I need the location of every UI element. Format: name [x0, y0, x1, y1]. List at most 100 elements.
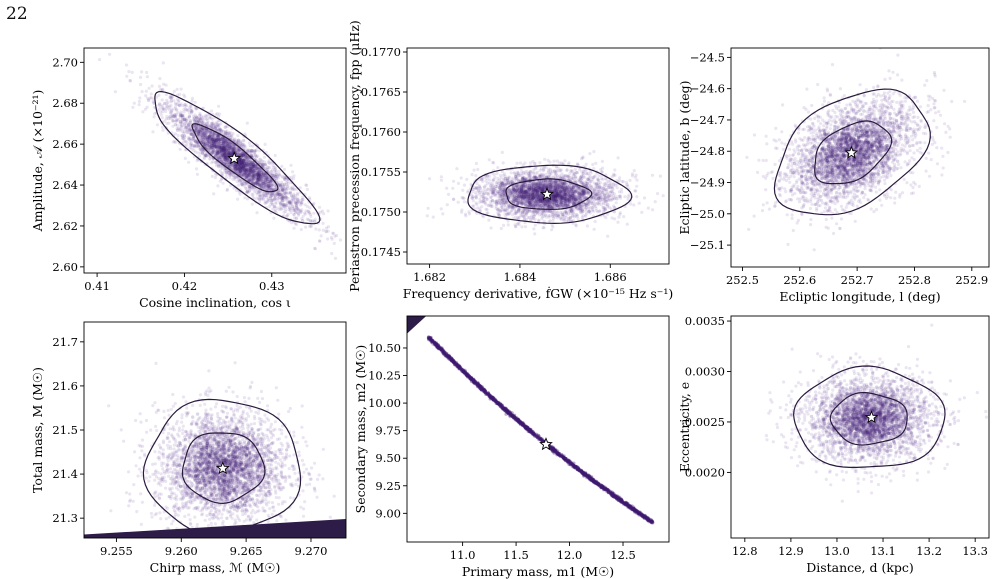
sample-point [265, 201, 269, 205]
sample-point [170, 113, 174, 117]
sample-point [219, 128, 223, 132]
sample-point [223, 137, 227, 141]
sample-point [287, 191, 291, 195]
sample-point [228, 173, 232, 177]
sample-point [240, 165, 244, 169]
sample-point [210, 142, 214, 146]
sample-point [441, 212, 445, 216]
sample-point [484, 183, 488, 187]
sample-point [263, 180, 267, 184]
sample-point [194, 126, 198, 130]
sample-point [255, 172, 260, 176]
sample-point [194, 124, 199, 129]
sample-point [164, 92, 168, 97]
sample-point [172, 99, 176, 103]
sample-point [229, 163, 233, 167]
sample-point [178, 112, 183, 116]
sample-point [255, 183, 259, 187]
sample-point [245, 191, 249, 195]
sample-point [239, 161, 243, 166]
sample-point [225, 158, 229, 162]
sample-point [258, 197, 262, 202]
sample-point [256, 176, 260, 180]
sample-point [210, 137, 215, 141]
sample-point [291, 194, 295, 199]
sample-point [207, 136, 211, 140]
sample-point [267, 176, 271, 180]
sample-point [241, 163, 245, 167]
sample-point [223, 139, 228, 143]
sample-point [235, 146, 239, 150]
sample-point [212, 142, 216, 147]
sample-point [253, 153, 258, 157]
sample-point [250, 170, 255, 175]
sample-point [291, 198, 296, 202]
sample-point [190, 96, 195, 100]
sample-point [294, 203, 298, 207]
sample-point [268, 204, 272, 209]
sample-point [280, 198, 284, 203]
sample-point [151, 130, 155, 134]
sample-point [208, 133, 212, 137]
sample-point [205, 154, 209, 158]
sample-point [270, 198, 274, 203]
sample-point [227, 143, 231, 147]
sample-point [226, 124, 230, 129]
sample-point [271, 188, 276, 192]
y-tick-label: 2.70 [52, 55, 78, 69]
sample-point [215, 133, 219, 137]
sample-point [240, 167, 244, 171]
sample-point [247, 168, 251, 172]
sample-point [281, 182, 285, 186]
sample-point [222, 148, 226, 152]
sample-point [167, 121, 171, 125]
sample-point [113, 90, 117, 94]
sample-point [277, 193, 281, 197]
sample-point [236, 134, 240, 138]
sample-point [201, 135, 205, 139]
sample-point [200, 148, 204, 152]
sample-point [195, 159, 199, 163]
sample-point [188, 141, 192, 145]
sample-point [244, 171, 248, 175]
sample-point [278, 200, 282, 204]
sample-point [200, 121, 204, 126]
sample-point [252, 181, 256, 186]
sample-point [597, 174, 601, 178]
sample-point [190, 147, 194, 151]
sample-point [222, 153, 226, 157]
sample-point [215, 136, 219, 140]
sample-point [281, 175, 285, 179]
sample-point [210, 150, 214, 154]
sample-point [227, 159, 231, 164]
sample-point [292, 212, 296, 216]
sample-point [273, 168, 277, 172]
sample-point [255, 167, 260, 171]
sample-point [231, 132, 235, 136]
sample-point [212, 137, 217, 141]
sample-point [258, 177, 262, 181]
sample-point [552, 159, 556, 163]
sample-point [147, 86, 151, 90]
sample-point [220, 148, 224, 152]
sample-point [227, 145, 232, 149]
sample-point [160, 87, 164, 91]
sample-point [190, 132, 194, 136]
sample-point [227, 147, 231, 151]
sample-point [223, 155, 228, 159]
sample-point [211, 145, 215, 150]
sample-point [256, 176, 260, 181]
panel-p1: 0.41 0.42 0.432.602.622.642.662.682.70Cosi… [30, 47, 347, 310]
sample-point [236, 147, 240, 151]
sample-point [253, 182, 257, 186]
sample-point [234, 165, 238, 169]
sample-point [231, 163, 235, 167]
sample-point [234, 169, 238, 173]
sample-point [286, 196, 290, 201]
sample-point [202, 121, 206, 125]
sample-point [183, 156, 187, 160]
sample-point [257, 197, 261, 201]
sample-point [232, 147, 236, 151]
sample-point [214, 152, 219, 156]
sample-point [234, 163, 238, 168]
